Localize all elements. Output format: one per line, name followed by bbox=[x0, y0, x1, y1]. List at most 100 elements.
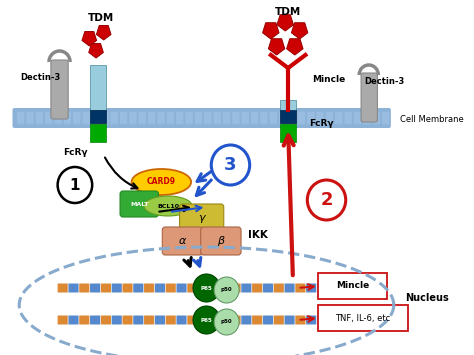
Polygon shape bbox=[287, 39, 303, 55]
FancyBboxPatch shape bbox=[373, 112, 380, 124]
Text: TNF, IL-6, etc: TNF, IL-6, etc bbox=[336, 313, 391, 322]
FancyBboxPatch shape bbox=[345, 112, 352, 124]
FancyBboxPatch shape bbox=[27, 112, 34, 124]
FancyBboxPatch shape bbox=[273, 284, 284, 293]
FancyBboxPatch shape bbox=[187, 284, 197, 293]
Circle shape bbox=[193, 274, 220, 302]
Bar bbox=[90, 110, 106, 123]
Text: FcRγ: FcRγ bbox=[63, 148, 87, 157]
FancyBboxPatch shape bbox=[55, 112, 62, 124]
Circle shape bbox=[58, 167, 92, 203]
FancyBboxPatch shape bbox=[185, 112, 193, 124]
FancyBboxPatch shape bbox=[180, 204, 224, 232]
FancyBboxPatch shape bbox=[232, 112, 239, 124]
FancyBboxPatch shape bbox=[129, 112, 137, 124]
FancyBboxPatch shape bbox=[17, 112, 24, 124]
FancyBboxPatch shape bbox=[241, 284, 251, 293]
Text: BCL10: BCL10 bbox=[157, 203, 179, 208]
FancyBboxPatch shape bbox=[270, 112, 277, 124]
FancyBboxPatch shape bbox=[230, 284, 241, 293]
FancyBboxPatch shape bbox=[209, 284, 219, 293]
Text: P65: P65 bbox=[201, 285, 212, 290]
FancyBboxPatch shape bbox=[306, 316, 316, 324]
Polygon shape bbox=[268, 39, 285, 55]
FancyBboxPatch shape bbox=[162, 227, 202, 255]
FancyBboxPatch shape bbox=[82, 112, 90, 124]
Ellipse shape bbox=[144, 196, 192, 216]
FancyBboxPatch shape bbox=[195, 112, 202, 124]
FancyBboxPatch shape bbox=[110, 112, 118, 124]
FancyBboxPatch shape bbox=[167, 112, 174, 124]
FancyBboxPatch shape bbox=[64, 112, 71, 124]
Text: p50: p50 bbox=[221, 288, 232, 293]
FancyBboxPatch shape bbox=[219, 316, 230, 324]
Text: Nucleus: Nucleus bbox=[405, 293, 449, 303]
FancyBboxPatch shape bbox=[279, 112, 286, 124]
FancyBboxPatch shape bbox=[92, 112, 99, 124]
FancyBboxPatch shape bbox=[176, 284, 187, 293]
FancyBboxPatch shape bbox=[307, 112, 314, 124]
Text: TDM: TDM bbox=[88, 13, 114, 23]
FancyBboxPatch shape bbox=[288, 112, 296, 124]
FancyBboxPatch shape bbox=[122, 316, 133, 324]
FancyBboxPatch shape bbox=[101, 112, 109, 124]
Polygon shape bbox=[82, 32, 97, 46]
FancyBboxPatch shape bbox=[363, 112, 371, 124]
Bar bbox=[281, 100, 296, 112]
FancyBboxPatch shape bbox=[68, 316, 79, 324]
FancyBboxPatch shape bbox=[73, 112, 81, 124]
FancyBboxPatch shape bbox=[133, 284, 144, 293]
Bar bbox=[90, 124, 106, 142]
FancyBboxPatch shape bbox=[138, 112, 146, 124]
FancyBboxPatch shape bbox=[112, 284, 122, 293]
FancyBboxPatch shape bbox=[155, 284, 165, 293]
FancyBboxPatch shape bbox=[176, 316, 187, 324]
FancyBboxPatch shape bbox=[90, 284, 100, 293]
Bar bbox=[281, 110, 296, 123]
FancyBboxPatch shape bbox=[251, 112, 258, 124]
Bar bbox=[281, 124, 296, 142]
FancyBboxPatch shape bbox=[79, 316, 90, 324]
FancyBboxPatch shape bbox=[144, 284, 154, 293]
FancyBboxPatch shape bbox=[155, 316, 165, 324]
FancyBboxPatch shape bbox=[263, 284, 273, 293]
FancyBboxPatch shape bbox=[284, 316, 295, 324]
FancyBboxPatch shape bbox=[295, 284, 305, 293]
FancyBboxPatch shape bbox=[204, 112, 211, 124]
Text: Cell Membrane: Cell Membrane bbox=[400, 115, 463, 125]
FancyBboxPatch shape bbox=[295, 316, 305, 324]
Text: 1: 1 bbox=[70, 178, 80, 192]
FancyBboxPatch shape bbox=[198, 316, 208, 324]
Text: 3: 3 bbox=[224, 156, 237, 174]
FancyBboxPatch shape bbox=[45, 112, 52, 124]
Text: TDM: TDM bbox=[275, 7, 301, 17]
FancyBboxPatch shape bbox=[230, 316, 241, 324]
FancyBboxPatch shape bbox=[201, 227, 241, 255]
Text: γ: γ bbox=[198, 213, 205, 223]
FancyBboxPatch shape bbox=[361, 73, 377, 122]
FancyBboxPatch shape bbox=[12, 108, 391, 128]
Text: 2: 2 bbox=[320, 191, 333, 209]
FancyBboxPatch shape bbox=[260, 112, 268, 124]
FancyBboxPatch shape bbox=[51, 60, 68, 119]
Bar bbox=[90, 65, 106, 110]
Text: p50: p50 bbox=[221, 320, 232, 324]
Text: P65: P65 bbox=[201, 317, 212, 322]
FancyBboxPatch shape bbox=[213, 112, 221, 124]
FancyBboxPatch shape bbox=[209, 316, 219, 324]
FancyBboxPatch shape bbox=[68, 284, 79, 293]
FancyBboxPatch shape bbox=[79, 284, 90, 293]
Text: Mincle: Mincle bbox=[336, 282, 369, 290]
Circle shape bbox=[214, 277, 239, 303]
FancyBboxPatch shape bbox=[36, 112, 43, 124]
Polygon shape bbox=[277, 15, 293, 31]
Text: Dectin-3: Dectin-3 bbox=[364, 77, 404, 87]
FancyBboxPatch shape bbox=[58, 316, 68, 324]
Text: β: β bbox=[217, 236, 225, 246]
Polygon shape bbox=[292, 23, 308, 39]
FancyBboxPatch shape bbox=[252, 316, 262, 324]
FancyBboxPatch shape bbox=[318, 305, 408, 331]
Circle shape bbox=[193, 306, 220, 334]
FancyBboxPatch shape bbox=[326, 112, 333, 124]
FancyBboxPatch shape bbox=[176, 112, 183, 124]
